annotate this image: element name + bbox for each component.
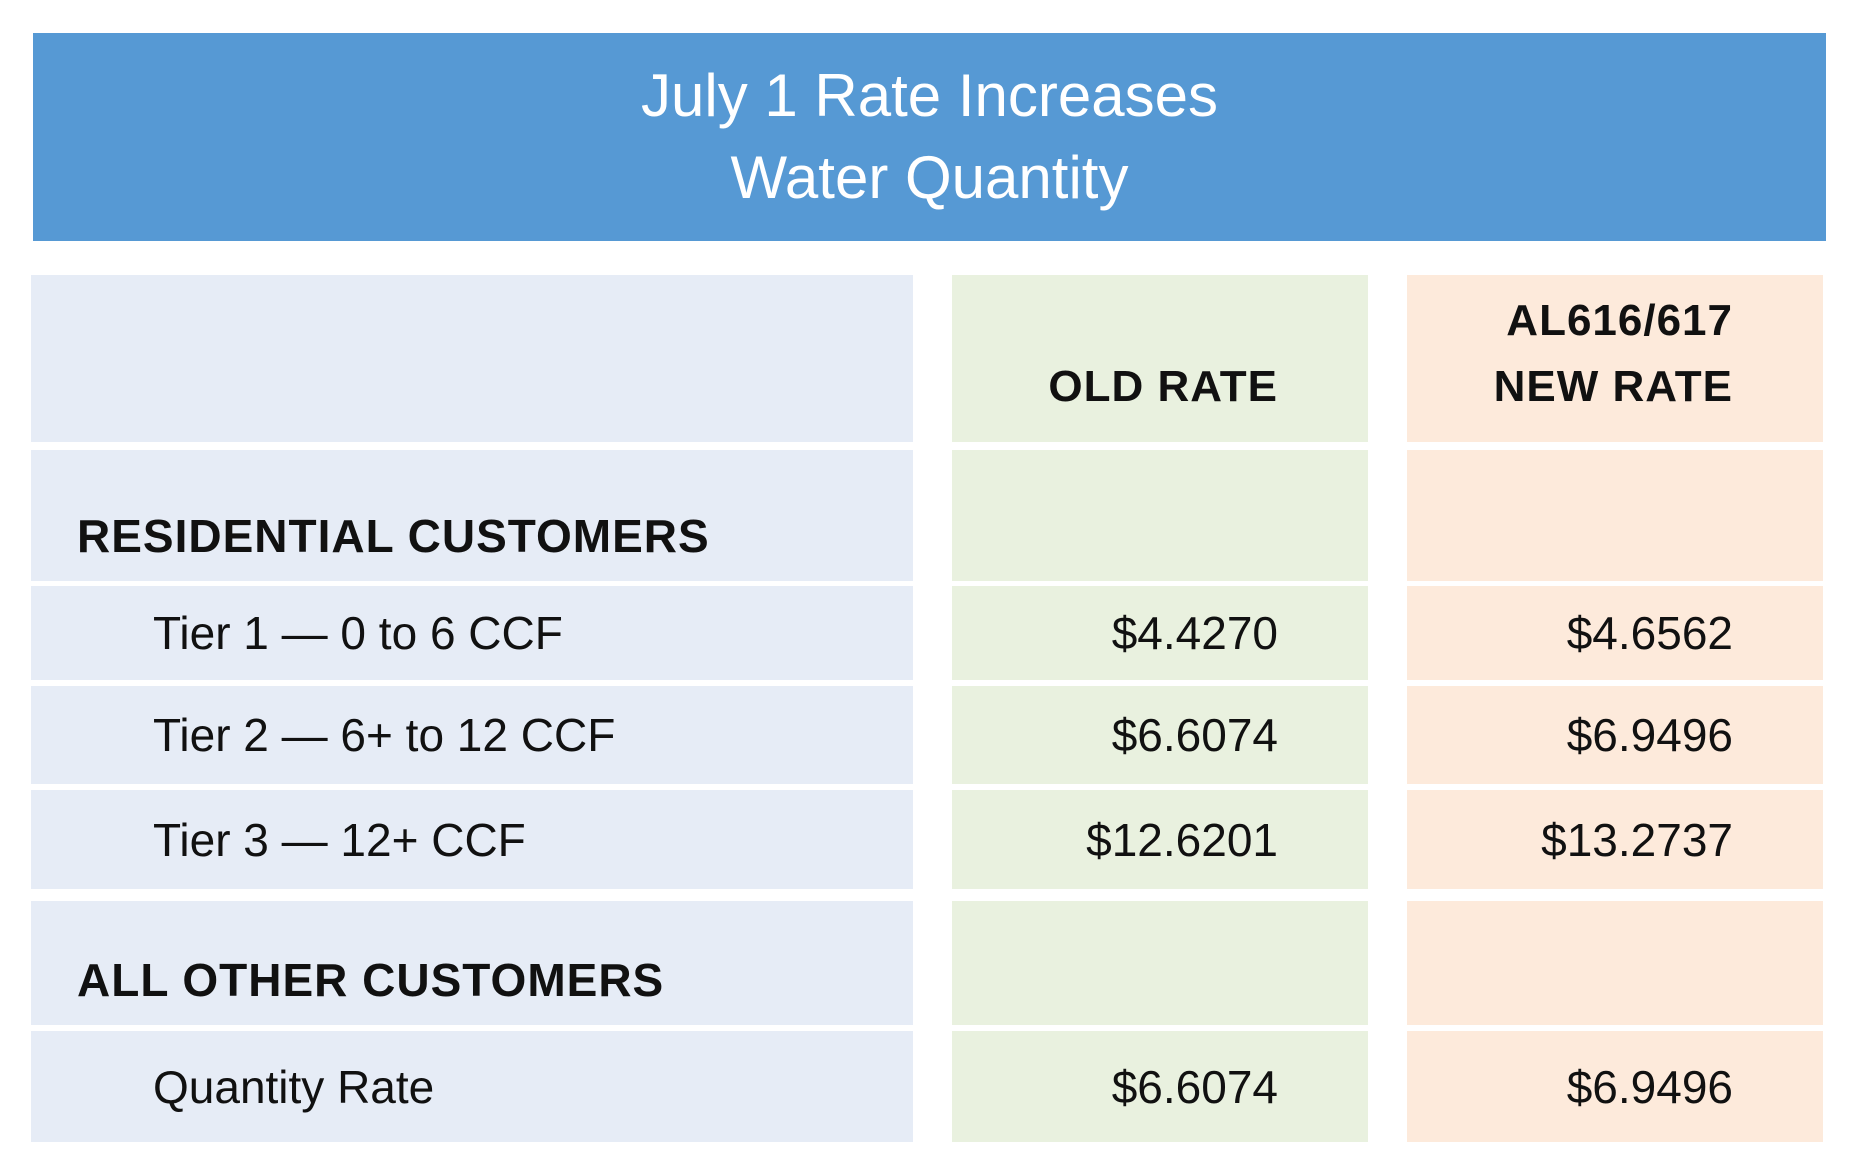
section-label: RESIDENTIAL CUSTOMERS xyxy=(77,510,710,562)
new-rate-value: $13.2737 xyxy=(1407,790,1823,889)
title-line-1: July 1 Rate Increases xyxy=(641,62,1218,129)
row-label: Tier 2 — 6+ to 12 CCF xyxy=(31,686,913,784)
row-label: Tier 1 — 0 to 6 CCF xyxy=(31,586,913,680)
section-label: ALL OTHER CUSTOMERS xyxy=(77,954,665,1006)
section-new-blank xyxy=(1407,901,1823,1025)
new-rate-value: $6.9496 xyxy=(1407,1031,1823,1142)
section-new-blank xyxy=(1407,450,1823,581)
row-label: Tier 3 — 12+ CCF xyxy=(31,790,913,889)
new-rate-value: $4.6562 xyxy=(1407,586,1823,680)
old-rate-value: $6.6074 xyxy=(952,686,1368,784)
section-all-other: ALL OTHER CUSTOMERS xyxy=(31,901,913,1025)
header-new-rate: AL616/617 NEW RATE xyxy=(1407,275,1823,442)
old-rate-value: $4.4270 xyxy=(952,586,1368,680)
section-old-blank xyxy=(952,450,1368,581)
new-rate-value: $6.9496 xyxy=(1407,686,1823,784)
old-rate-value: $6.6074 xyxy=(952,1031,1368,1142)
new-rate-label-line-2: NEW RATE xyxy=(1493,362,1733,411)
title-banner: July 1 Rate Increases Water Quantity xyxy=(33,33,1826,241)
section-residential: RESIDENTIAL CUSTOMERS xyxy=(31,450,913,581)
title-line-2: Water Quantity xyxy=(730,144,1129,211)
header-blank-cell xyxy=(31,275,913,442)
row-label: Quantity Rate xyxy=(31,1031,913,1142)
old-rate-label: OLD RATE xyxy=(1048,362,1278,411)
old-rate-value: $12.6201 xyxy=(952,790,1368,889)
new-rate-label-line-1: AL616/617 xyxy=(1506,296,1733,345)
section-old-blank xyxy=(952,901,1368,1025)
header-old-rate: OLD RATE xyxy=(952,275,1368,442)
